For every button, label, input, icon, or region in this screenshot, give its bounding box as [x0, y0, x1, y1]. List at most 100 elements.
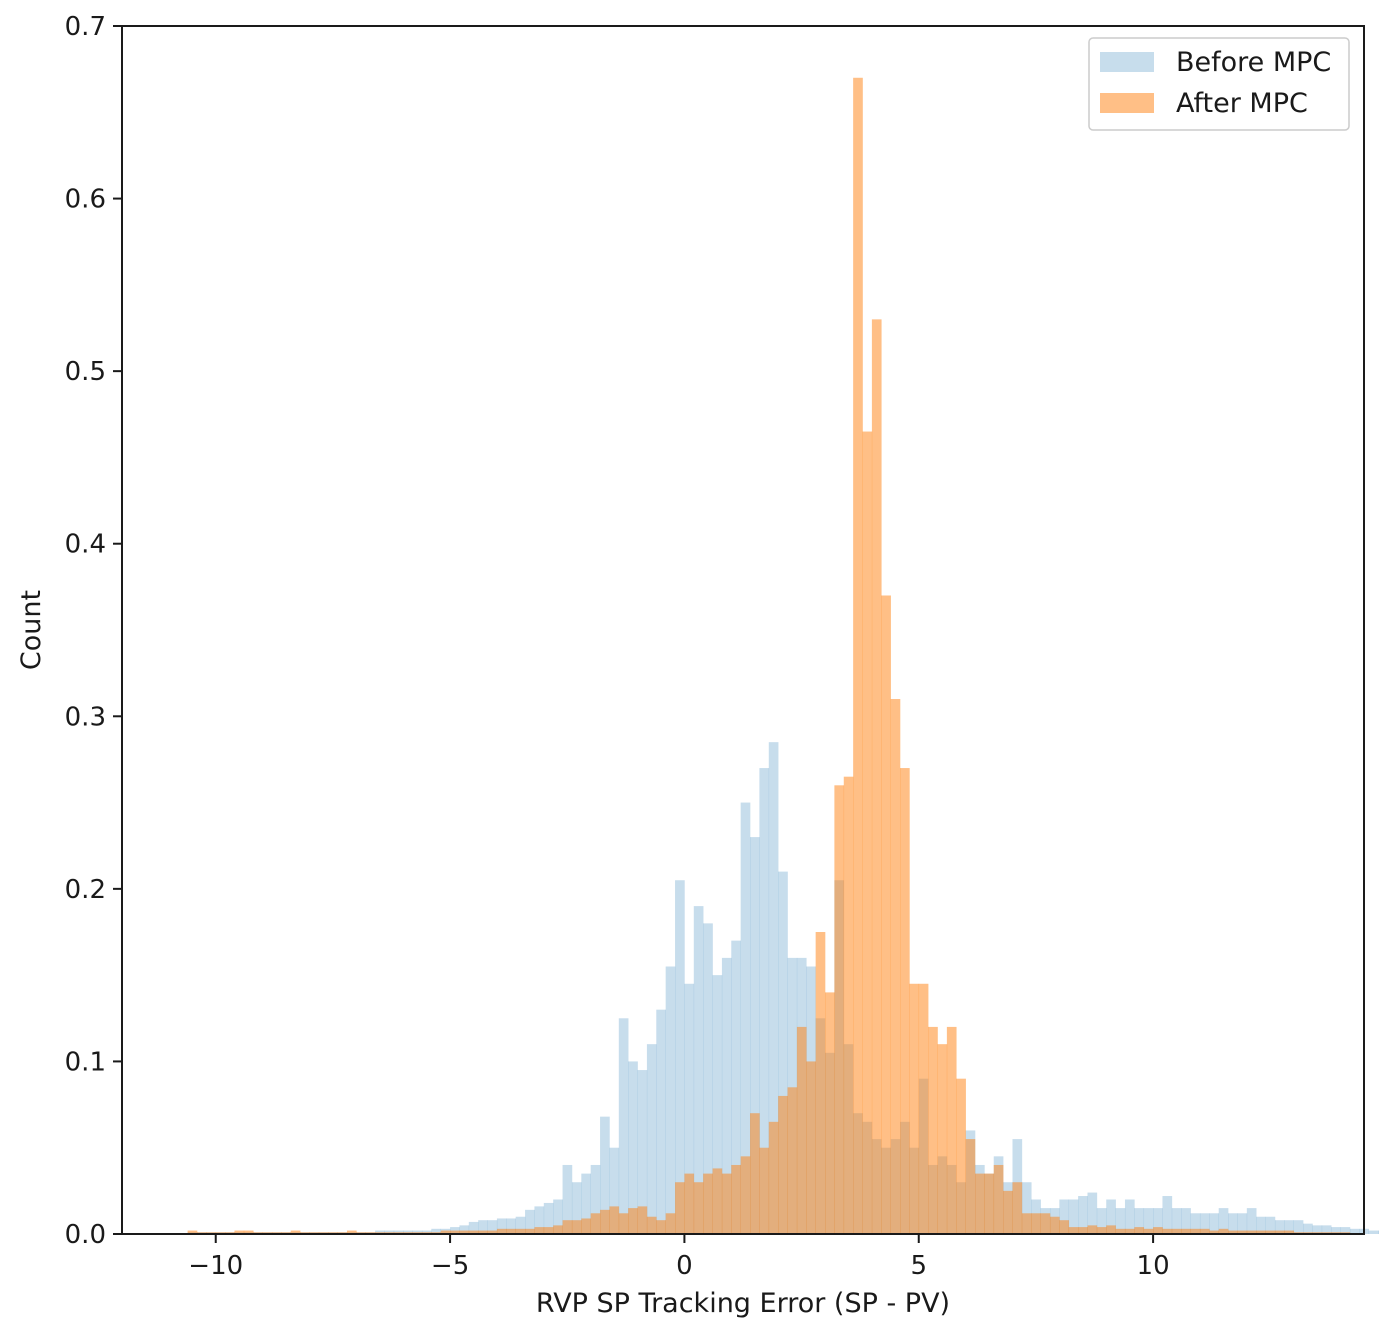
- after-mpc-bar: [825, 992, 835, 1234]
- before-mpc-bar: [553, 1199, 563, 1234]
- before-mpc-bar: [1181, 1208, 1191, 1234]
- after-mpc-bar: [675, 1182, 685, 1234]
- before-mpc-bar: [1237, 1213, 1248, 1234]
- after-mpc-bar: [731, 1164, 741, 1234]
- after-mpc-bar: [956, 1078, 966, 1234]
- before-mpc-bar: [1134, 1208, 1145, 1234]
- x-tick-label: −5: [431, 1251, 469, 1281]
- before-mpc-bar: [768, 742, 779, 1234]
- after-mpc-bar: [637, 1206, 648, 1234]
- after-mpc-bar: [1078, 1227, 1088, 1234]
- after-mpc-bar: [1256, 1230, 1266, 1234]
- after-mpc-bar: [1059, 1220, 1070, 1234]
- after-mpc-bar: [862, 431, 873, 1234]
- before-mpc-bar: [496, 1218, 507, 1234]
- x-axis-label: RVP SP Tracking Error (SP - PV): [536, 1288, 950, 1319]
- legend: Before MPC After MPC: [1088, 37, 1350, 131]
- after-mpc-bar: [543, 1227, 554, 1234]
- before-mpc-bar: [581, 1173, 591, 1234]
- before-mpc-bar: [712, 975, 723, 1234]
- before-mpc-bar: [459, 1225, 470, 1234]
- after-mpc-bar: [1021, 1213, 1032, 1234]
- after-mpc-bar: [656, 1220, 666, 1234]
- before-mpc-bar: [525, 1209, 535, 1234]
- after-mpc-bar: [975, 1173, 985, 1234]
- before-mpc-bar: [1340, 1227, 1351, 1234]
- after-mpc-bar: [946, 1026, 957, 1234]
- before-mpc-bar: [1171, 1208, 1182, 1234]
- x-tick-label: 5: [910, 1251, 927, 1281]
- after-mpc-bar: [450, 1230, 460, 1234]
- before-mpc-bar: [1087, 1192, 1098, 1234]
- after-mpc-bar: [909, 983, 920, 1234]
- before-mpc-bar: [656, 1009, 666, 1234]
- before-mpc-bar: [684, 983, 695, 1234]
- after-mpc-bar: [1162, 1228, 1173, 1234]
- after-mpc-bar: [1284, 1230, 1294, 1234]
- y-tick-label: 0.6: [65, 185, 106, 215]
- before-mpc-bar: [665, 966, 676, 1234]
- after-mpc-bar: [1153, 1227, 1163, 1234]
- after-mpc-bar: [290, 1230, 301, 1234]
- before-mpc-bar: [1115, 1208, 1126, 1234]
- before-mpc-bar: [1143, 1208, 1154, 1234]
- before-mpc-bar: [1349, 1228, 1360, 1234]
- after-mpc-bar: [843, 776, 854, 1234]
- after-mpc-bar: [1031, 1213, 1041, 1234]
- after-mpc-bar: [487, 1230, 498, 1234]
- before-mpc-bar: [1199, 1213, 1210, 1234]
- after-mpc-bar: [1274, 1230, 1285, 1234]
- y-tick-label: 0.1: [65, 1047, 106, 1077]
- after-mpc-bar: [759, 1147, 770, 1234]
- after-mpc-bar: [750, 1113, 760, 1234]
- after-mpc-bar: [787, 1087, 798, 1234]
- after-mpc-bar: [918, 983, 929, 1234]
- before-mpc-bar: [590, 1164, 601, 1234]
- after-mpc-bar: [478, 1230, 488, 1234]
- after-mpc-bar: [778, 1095, 788, 1234]
- legend-label-after-mpc: After MPC: [1176, 88, 1308, 119]
- before-mpc-bar: [703, 923, 713, 1234]
- after-mpc-bar: [1228, 1230, 1238, 1234]
- after-mpc-bar: [1209, 1230, 1220, 1234]
- after-mpc-bar: [1265, 1230, 1276, 1234]
- before-mpc-bar: [721, 957, 732, 1234]
- after-mpc-bar: [1003, 1190, 1013, 1234]
- after-mpc-bar: [1181, 1228, 1191, 1234]
- x-tick-label: −10: [188, 1251, 243, 1281]
- after-mpc-bar: [571, 1220, 582, 1234]
- x-axis: −10 −5 0 5 10: [188, 1234, 1170, 1281]
- after-mpc-bar: [609, 1206, 620, 1234]
- after-mpc-bar: [684, 1173, 695, 1234]
- before-mpc-bar: [515, 1216, 526, 1234]
- y-tick-label: 0.3: [65, 702, 106, 732]
- before-mpc-bar: [1368, 1230, 1379, 1234]
- before-mpc-bar: [1274, 1220, 1285, 1234]
- after-mpc-bar: [815, 932, 826, 1234]
- after-mpc-bar: [853, 77, 863, 1234]
- before-mpc-bar: [1284, 1220, 1294, 1234]
- before-mpc-bar: [1218, 1208, 1229, 1234]
- after-mpc-bar: [740, 1156, 751, 1234]
- after-mpc-bar: [581, 1218, 591, 1234]
- after-mpc-bar: [628, 1208, 638, 1234]
- y-tick-label: 0.5: [65, 357, 106, 387]
- after-mpc-bar: [1246, 1230, 1257, 1234]
- before-mpc-bar: [1068, 1199, 1079, 1234]
- plot-frame: [121, 25, 1365, 1235]
- after-mpc-bar: [1106, 1225, 1116, 1234]
- before-mpc-bar: [675, 880, 685, 1234]
- y-axis: 0.0 0.1 0.2 0.3 0.4 0.5 0.6 0.7: [65, 12, 122, 1250]
- legend-swatch-before-mpc: [1100, 52, 1154, 72]
- after-mpc-bar: [665, 1213, 676, 1234]
- after-mpc-bar: [459, 1230, 470, 1234]
- before-mpc-bar: [1228, 1213, 1238, 1234]
- after-mpc-bar: [590, 1213, 601, 1234]
- y-tick-label: 0.2: [65, 875, 106, 905]
- after-mpc-bar: [243, 1230, 254, 1234]
- before-mpc-bar: [1265, 1216, 1276, 1234]
- after-mpc-bar: [496, 1228, 507, 1234]
- after-mpc-bar: [1134, 1227, 1145, 1234]
- before-mpc-bar: [1190, 1213, 1201, 1234]
